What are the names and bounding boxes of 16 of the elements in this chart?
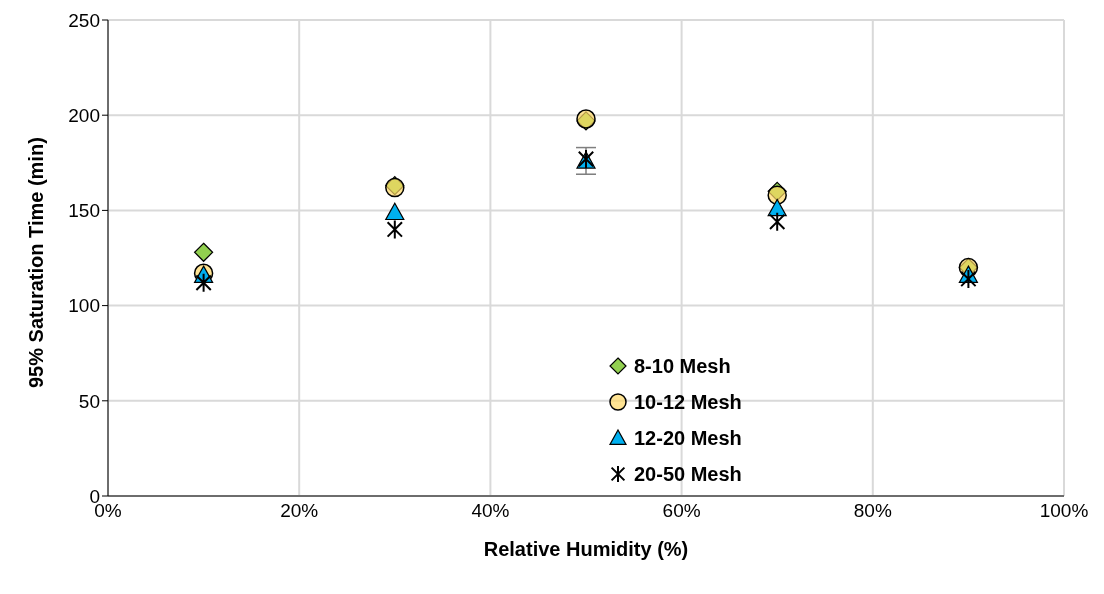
x-tick-label: 100% bbox=[1039, 500, 1089, 522]
x-tick-label: 60% bbox=[662, 500, 701, 522]
y-tick-label: 200 bbox=[68, 104, 100, 126]
x-tick-label: 20% bbox=[280, 500, 319, 522]
y-tick-label: 100 bbox=[68, 295, 100, 317]
y-tick-label: 50 bbox=[78, 390, 100, 412]
y-axis-title: 95% Saturation Time (min) bbox=[25, 137, 48, 388]
legend-label: 8-10 Mesh bbox=[634, 354, 731, 378]
legend-label: 10-12 Mesh bbox=[634, 390, 742, 414]
y-tick-label: 150 bbox=[68, 200, 100, 222]
x-tick-label: 80% bbox=[853, 500, 892, 522]
x-axis-title: Relative Humidity (%) bbox=[483, 538, 689, 560]
legend-label: 12-20 Mesh bbox=[634, 426, 742, 450]
x-tick-label: 40% bbox=[471, 500, 510, 522]
y-tick-label: 250 bbox=[68, 9, 100, 31]
legend-label: 20-50 Mesh bbox=[634, 462, 742, 486]
